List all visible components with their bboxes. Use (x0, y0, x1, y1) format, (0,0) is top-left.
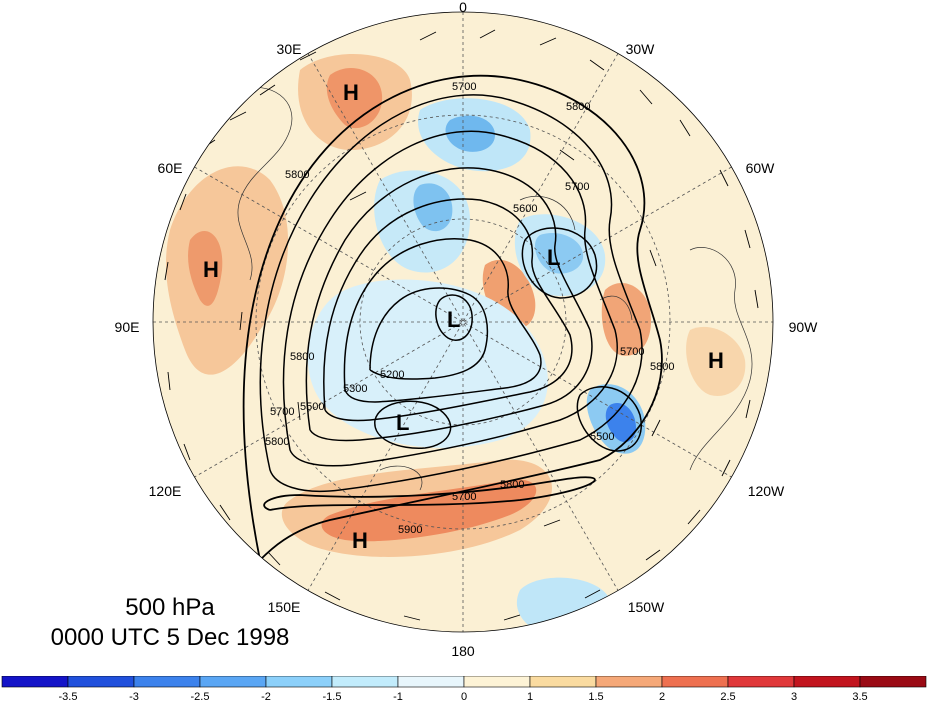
contour-5500 (323, 198, 573, 422)
contour-label: 5500 (590, 431, 614, 443)
lon-label-90w: 90W (789, 319, 819, 335)
warm-anomaly-west-core (188, 231, 223, 306)
lon-label-30w: 30W (626, 41, 656, 57)
low-pressure-marker: L (447, 307, 460, 332)
cold-anomaly-north-core (445, 115, 495, 152)
colorbar-tick-label: -1 (393, 691, 403, 702)
colorbar-box (529, 676, 597, 688)
warm-anomaly-south-core (321, 479, 537, 542)
lon-label-150w: 150W (628, 599, 665, 615)
map-disc (153, 12, 773, 632)
contour-outer (242, 74, 663, 561)
contour-label: 5800 (265, 436, 289, 448)
cold-anomaly-center (307, 279, 548, 448)
high-pressure-marker: H (343, 80, 359, 105)
colorbar-tick-label: 1.5 (588, 691, 603, 702)
contour-low-center (435, 294, 473, 341)
lon-label-120w: 120W (748, 483, 785, 499)
contour-low-lower-right (576, 386, 642, 452)
contour-5600 (305, 167, 593, 442)
contour-label: 5800 (500, 479, 524, 491)
colorbar-box (133, 676, 201, 688)
colorbar-tick-label: -3 (129, 691, 139, 702)
lon-label-0: 0 (459, 0, 467, 15)
wind-barbs (164, 29, 759, 621)
colorbar-tick-label: 3 (791, 691, 797, 702)
map-border (152, 11, 774, 633)
contour-label: 5900 (398, 524, 422, 536)
colorbar-box (1, 676, 69, 688)
contour-label: 5800 (650, 361, 674, 373)
colorbar-tick-label: 3.5 (852, 691, 867, 702)
contour-5300 (343, 238, 542, 403)
warm-anomaly-east-outer (686, 326, 746, 396)
coastlines (237, 87, 753, 491)
colorbar-tick-label: 0 (461, 691, 467, 702)
colorbar-box (793, 676, 861, 688)
warm-anomaly-west (165, 166, 289, 375)
contour-label: 5700 (452, 491, 476, 503)
colorbar-tick-label: 2 (659, 691, 665, 702)
colorbar-tick-label: -1.5 (323, 691, 342, 702)
colorbar-box (331, 676, 399, 688)
contour-label: 5800 (290, 351, 314, 363)
colorbar-box (727, 676, 795, 688)
colorbar: -3.5 -3 -2.5 -2 -1.5 -1 0 1 1.5 2 2.5 3 3.5 (1, 676, 927, 702)
high-pressure-marker: H (203, 257, 219, 282)
contour-low-upper-right (521, 227, 598, 299)
colorbar-tick-label: -3.5 (59, 691, 78, 702)
pressure-level-title: 500 hPa (125, 594, 215, 621)
warm-anomaly-east (601, 282, 651, 356)
cold-anomaly-upper-right-core (534, 232, 584, 274)
contour-label: 5500 (300, 401, 324, 413)
contour-label: 5800 (566, 101, 590, 113)
contour-5200 (369, 287, 489, 380)
colorbar-ticks: -3.5 -3 -2.5 -2 -1.5 -1 0 1 1.5 2 2.5 3 3.5 (59, 691, 868, 702)
contour-label: 5700 (270, 406, 294, 418)
height-contours (242, 74, 663, 561)
contour-label: 5700 (620, 346, 644, 358)
contour-label: 5200 (380, 369, 404, 381)
colorbar-tick-label: 2.5 (720, 691, 735, 702)
colorbar-tick-label: 1 (527, 691, 533, 702)
colorbar-box (265, 676, 333, 688)
cold-anomaly-left-core (413, 183, 453, 232)
colorbar-tick-label: -2.5 (191, 691, 210, 702)
contour-label: 5600 (513, 203, 537, 215)
lon-label-60w: 60W (746, 160, 776, 176)
cold-anomaly-lower-right-core (605, 402, 636, 443)
colorbar-box (397, 676, 465, 688)
colorbar-box (199, 676, 267, 688)
lon-label-90e: 90E (115, 319, 140, 335)
contour-label: 5300 (343, 383, 367, 395)
high-pressure-marker: H (352, 528, 368, 553)
contour-label: 5700 (565, 181, 589, 193)
colorbar-box (463, 676, 531, 688)
colorbar-tick-label: -2 (261, 691, 271, 702)
lon-label-150e: 150E (268, 599, 301, 615)
colorbar-box (661, 676, 729, 688)
contour-5700 (282, 130, 618, 467)
contour-low-lower-left (374, 400, 452, 449)
contour-label: 5700 (452, 81, 476, 93)
lon-label-120e: 120E (149, 483, 182, 499)
low-pressure-marker: L (396, 410, 409, 435)
contour-5800 (259, 94, 643, 493)
lon-label-30e: 30E (277, 41, 302, 57)
lon-label-180: 180 (451, 643, 475, 659)
colorbar-box (67, 676, 135, 688)
colorbar-box (595, 676, 663, 688)
cold-anomaly-bottom (516, 577, 611, 632)
lon-label-60e: 60E (158, 160, 183, 176)
valid-time-title: 0000 UTC 5 Dec 1998 (50, 624, 290, 651)
low-pressure-marker: L (547, 245, 560, 270)
high-pressure-marker: H (708, 348, 724, 373)
warm-anomaly-north-core (326, 67, 383, 129)
colorbar-boxes (1, 676, 927, 688)
colorbar-box (859, 676, 927, 688)
contour-label: 5800 (285, 169, 309, 181)
polar-stereographic-map: 5700 5800 5700 5600 5800 5200 5300 5500 … (115, 0, 819, 659)
